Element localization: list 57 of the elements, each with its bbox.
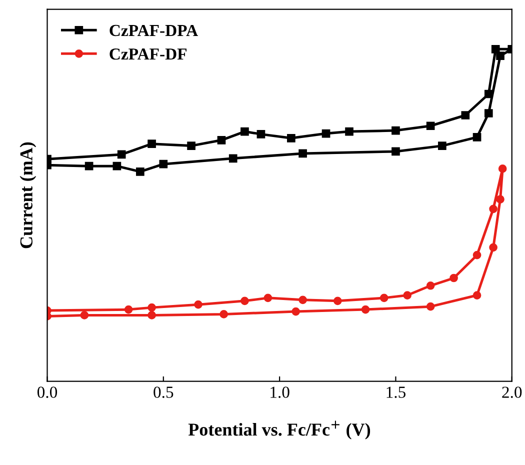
x-tick-label: 1.0 — [270, 386, 290, 398]
point — [124, 305, 133, 314]
point — [380, 294, 388, 302]
point — [484, 90, 493, 98]
point — [491, 44, 500, 54]
point — [345, 127, 354, 136]
point — [80, 311, 89, 320]
point — [392, 147, 400, 156]
point — [333, 296, 342, 306]
legend-label: CzPAF-DPA — [110, 24, 198, 36]
point — [287, 134, 296, 142]
point — [489, 243, 498, 252]
point — [292, 307, 300, 316]
point — [187, 142, 196, 150]
point — [496, 195, 504, 204]
x-tick-label: 0.5 — [154, 386, 174, 398]
point — [240, 296, 249, 306]
x-axis-title: Potential vs. Fc/Fc$^{+}$ (V) — [188, 420, 370, 440]
point — [498, 164, 507, 173]
point — [256, 130, 266, 138]
point — [461, 111, 470, 120]
point — [322, 129, 330, 138]
point — [361, 305, 370, 314]
point — [240, 127, 249, 136]
point — [484, 109, 493, 118]
point — [264, 294, 272, 302]
point — [220, 310, 228, 318]
point — [228, 154, 238, 163]
point — [84, 162, 94, 170]
point — [148, 303, 156, 312]
point — [136, 168, 144, 176]
point — [148, 311, 156, 320]
point — [392, 126, 400, 135]
legend-label: CzPAF-DF — [110, 48, 186, 60]
point — [496, 52, 504, 60]
point — [426, 122, 435, 130]
point — [472, 250, 482, 260]
x-tick-label: 1.5 — [386, 386, 406, 398]
point — [217, 136, 226, 144]
point — [426, 281, 435, 290]
point — [194, 300, 202, 309]
point — [472, 133, 482, 142]
point — [298, 296, 307, 304]
point — [450, 274, 458, 282]
point — [117, 150, 126, 159]
point — [438, 142, 446, 150]
x-tick-label: 2.0 — [502, 386, 522, 398]
point — [472, 291, 482, 300]
point — [298, 149, 307, 158]
point — [159, 160, 168, 168]
x-tick-label: 0.0 — [37, 386, 58, 398]
point — [489, 204, 498, 214]
point — [148, 140, 156, 148]
y-axis-title: Current (mA) — [20, 142, 36, 248]
point — [426, 302, 435, 311]
point — [112, 162, 122, 170]
point — [403, 291, 412, 300]
